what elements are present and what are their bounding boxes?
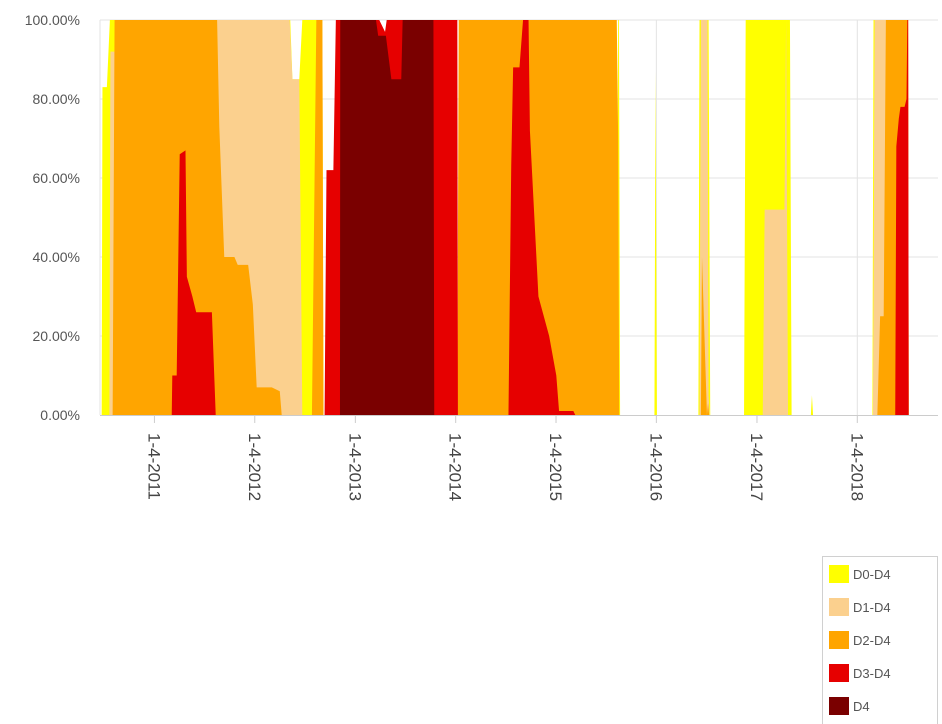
y-tick-label: 40.00%: [33, 249, 80, 265]
x-tick-label: 1-4-2016: [646, 433, 665, 501]
y-tick-label: 0.00%: [40, 407, 80, 423]
y-tick-label: 60.00%: [33, 170, 80, 186]
x-tick-label: 1-4-2015: [546, 433, 565, 501]
y-tick-label: 20.00%: [33, 328, 80, 344]
legend-swatch: [829, 598, 849, 616]
x-tick-label: 1-4-2011: [144, 433, 163, 500]
legend-swatch: [829, 631, 849, 649]
series-area-d0-d4: [100, 20, 942, 415]
legend-label: D3-D4: [853, 665, 891, 681]
x-tick-label: 1-4-2012: [245, 433, 264, 501]
axes: 0.00% 20.00% 40.00% 60.00% 80.00% 100.00% 1-4-…: [25, 12, 938, 501]
x-tick-label: 1-4-2013: [345, 433, 364, 501]
series-area-d3-d4: [100, 20, 942, 415]
legend-item: D0-D4: [829, 563, 891, 585]
legend: D0-D4 D1-D4 D2-D4 D3-D4 D4: [822, 556, 938, 724]
legend-label: D4: [853, 698, 870, 714]
chart: 0.00% 20.00% 40.00% 60.00% 80.00% 100.00% 1-4-…: [25, 12, 942, 501]
legend-swatch: [829, 664, 849, 682]
legend-item: D1-D4: [829, 596, 891, 618]
legend-label: D1-D4: [853, 599, 891, 615]
area-series: [100, 20, 942, 415]
legend-item: D2-D4: [829, 629, 891, 651]
legend-item: D4: [829, 695, 870, 717]
legend-label: D2-D4: [853, 632, 891, 648]
y-tick-label: 80.00%: [33, 91, 80, 107]
x-tick-label: 1-4-2017: [747, 433, 766, 501]
x-tick-label: 1-4-2018: [847, 433, 866, 501]
legend-swatch: [829, 697, 849, 715]
y-tick-label: 100.00%: [25, 12, 80, 28]
legend-item: D3-D4: [829, 662, 891, 684]
legend-swatch: [829, 565, 849, 583]
x-tick-label: 1-4-2014: [446, 433, 465, 501]
legend-label: D0-D4: [853, 566, 891, 582]
